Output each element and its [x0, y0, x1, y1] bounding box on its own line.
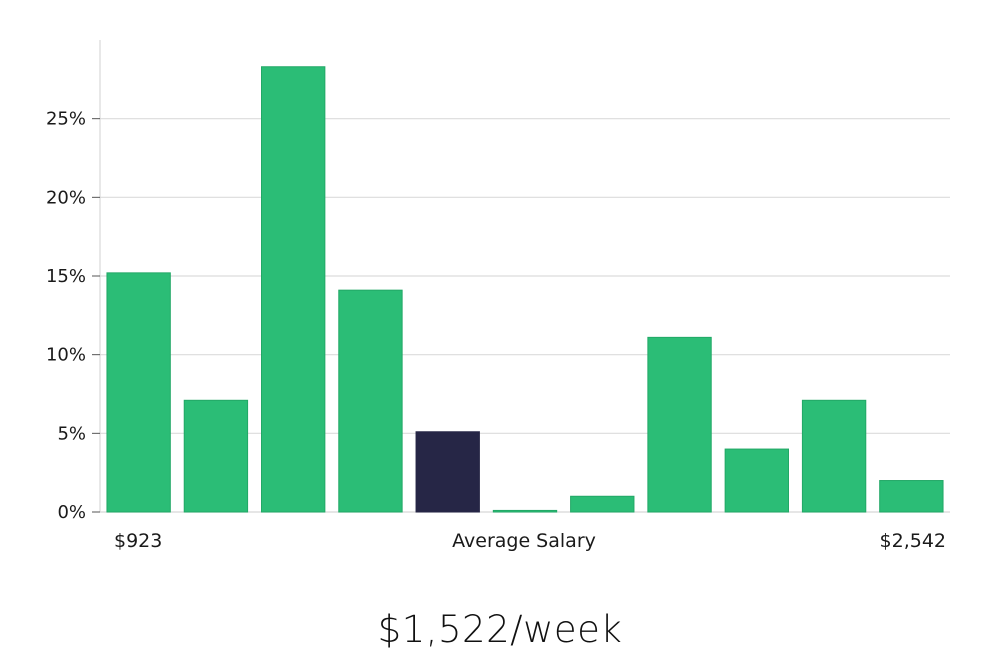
y-tick-label: 25% — [46, 109, 86, 130]
y-tick-label: 15% — [46, 266, 86, 287]
y-tick-label: 0% — [57, 502, 86, 523]
histogram-bar — [492, 509, 558, 513]
histogram-bar — [183, 399, 249, 513]
histogram-bar — [338, 289, 403, 513]
x-axis-max-label: $2,542 — [880, 530, 946, 552]
histogram-bar — [879, 480, 944, 513]
salary-histogram-chart: 0% 5% 10% 15% 20% 25% $923 Average Salary $2,… — [46, 40, 950, 552]
histogram-bar — [570, 495, 635, 513]
x-axis-title: Average Salary — [452, 530, 596, 552]
histogram-bar — [106, 272, 171, 513]
y-axis-ticks: 0% 5% 10% 15% 20% 25% — [46, 109, 100, 523]
y-tick-label: 20% — [46, 187, 86, 208]
y-tick-label: 10% — [46, 345, 86, 366]
histogram-bar-average — [415, 431, 480, 513]
gridlines — [100, 118, 950, 434]
average-salary-value: $1,522/week — [377, 608, 623, 651]
histogram-bar — [724, 448, 789, 513]
histogram-bar — [261, 66, 326, 513]
y-tick-label: 5% — [57, 423, 86, 444]
bars — [106, 66, 944, 513]
histogram-bar — [647, 336, 712, 513]
x-axis-min-label: $923 — [114, 530, 162, 552]
histogram-bar — [801, 399, 867, 513]
